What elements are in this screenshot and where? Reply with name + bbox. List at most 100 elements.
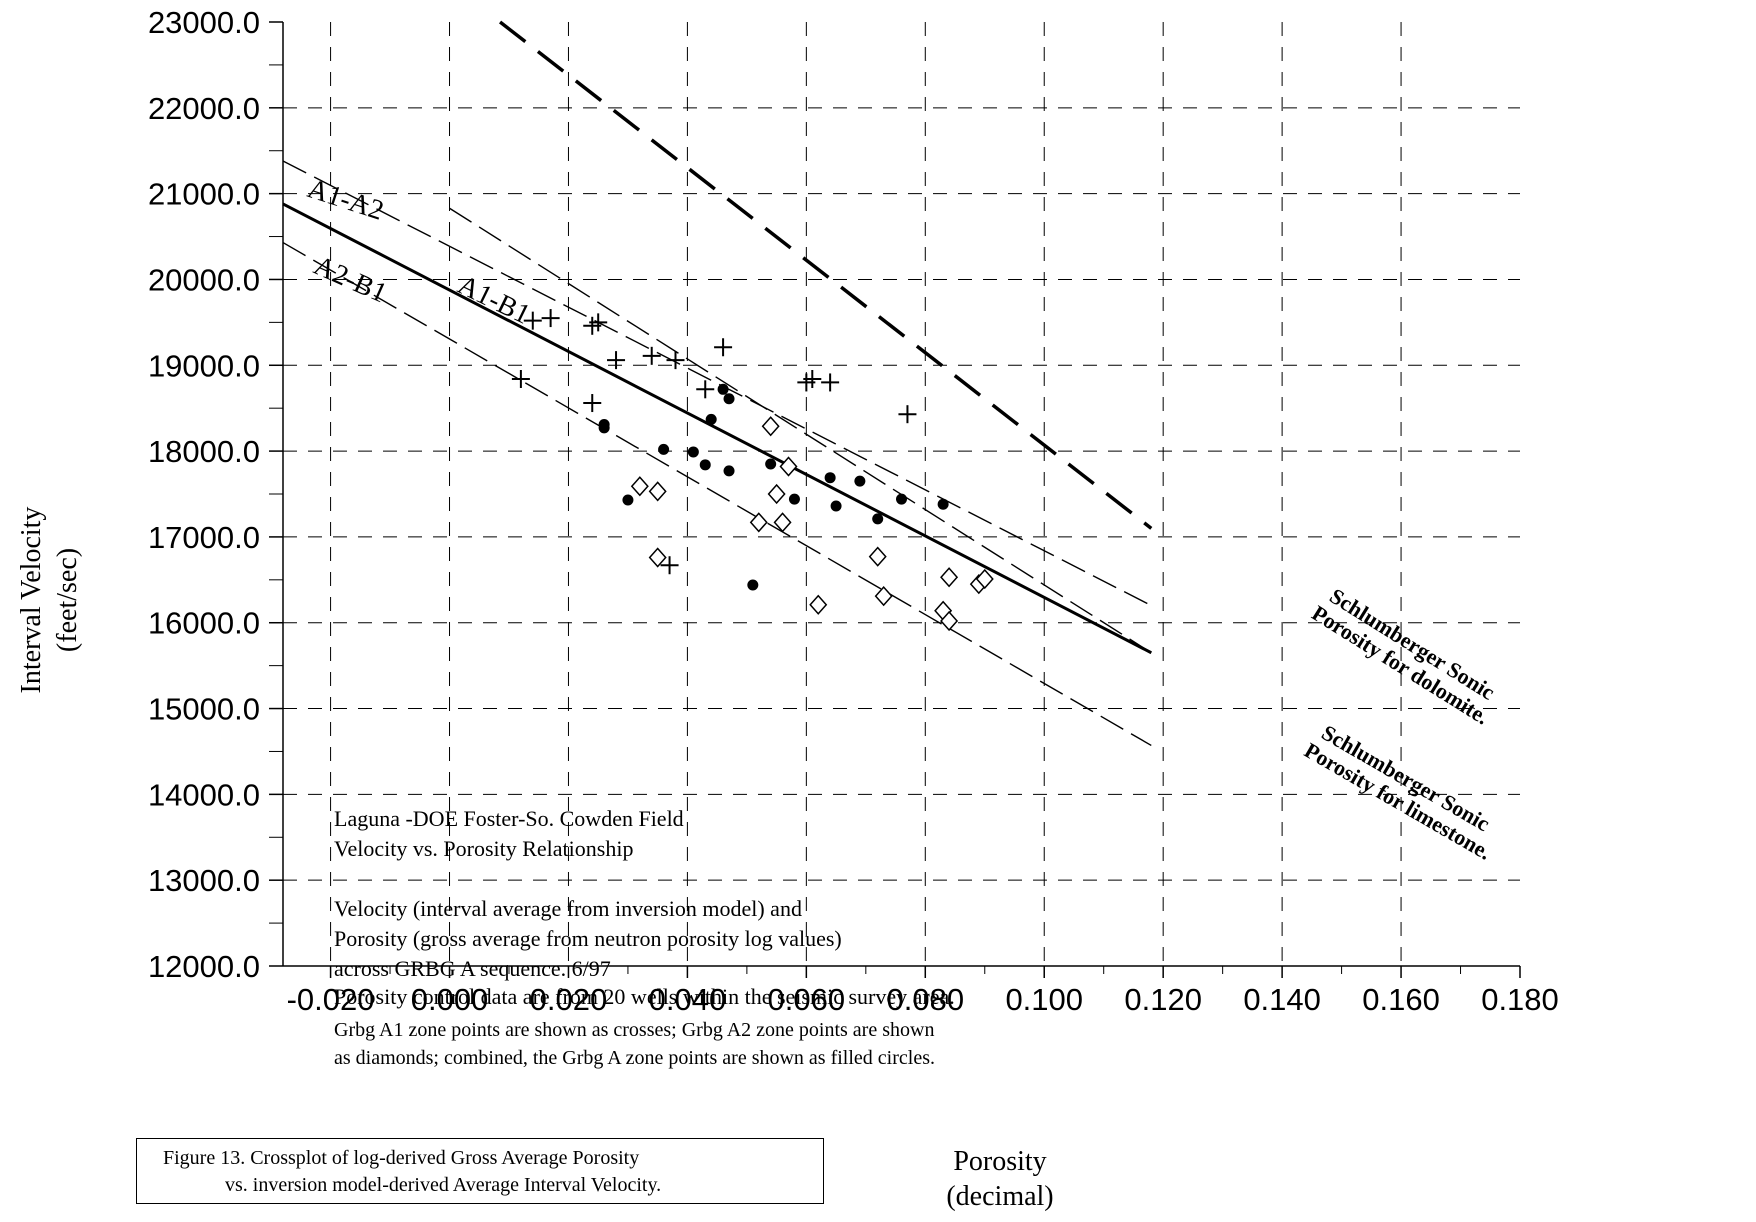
diamond-point-6 bbox=[773, 512, 792, 533]
y-axis-title: Interval Velocity (feet/sec) bbox=[16, 507, 83, 694]
filled-circle-point-16 bbox=[872, 513, 884, 525]
x-tick-labels: -0.020 0.000 0.020 0.040 0.060 0.080 0.100 0.12… bbox=[287, 982, 1559, 1017]
y-tick-label-8: 20000.0 bbox=[148, 262, 260, 297]
y-tick-label-2: 14000.0 bbox=[148, 777, 260, 812]
x-tick-label-4: 0.060 bbox=[768, 982, 846, 1017]
line-labels: A1-A2 A1-B1 A2-B1 Schlumberger SonicPoro… bbox=[304, 173, 1507, 865]
x-tick-label-1: 0.000 bbox=[411, 982, 489, 1017]
filled-circle-point-13 bbox=[824, 472, 836, 484]
x-axis-label-line1: Porosity bbox=[953, 1146, 1046, 1177]
diamond-point-13 bbox=[940, 567, 959, 588]
trend-line-1 bbox=[282, 202, 1152, 655]
cross-point-9 bbox=[660, 556, 679, 575]
x-tick-label-8: 0.140 bbox=[1243, 982, 1321, 1017]
y-axis-label-line2: (feet/sec) bbox=[52, 548, 83, 652]
filled-circle-point-10 bbox=[747, 579, 759, 591]
trend-line-0 bbox=[282, 160, 1152, 607]
cross-point-8 bbox=[666, 351, 685, 370]
note-line-2: Porosity (gross average from neutron por… bbox=[334, 926, 842, 951]
chart-subtitle: Velocity vs. Porosity Relationship bbox=[334, 836, 633, 861]
filled-circle-point-2 bbox=[622, 494, 634, 506]
cross-point-6 bbox=[607, 351, 626, 370]
diamond-point-1 bbox=[648, 481, 667, 502]
caption-line-1: Figure 13. Crossplot of log-derived Gros… bbox=[163, 1147, 640, 1169]
label-a1-a2: A1-A2 bbox=[304, 173, 388, 227]
chart-title: Laguna -DOE Foster-So. Cowden Field bbox=[334, 806, 684, 831]
cross-point-10 bbox=[696, 380, 715, 399]
grid-lines bbox=[283, 22, 1520, 966]
diamond-point-7 bbox=[779, 456, 798, 477]
cross-point-2 bbox=[541, 309, 560, 328]
cross-point-0 bbox=[511, 370, 530, 389]
cross-point-11 bbox=[714, 338, 733, 357]
y-tick-label-4: 16000.0 bbox=[148, 606, 260, 641]
x-axis-label-line2: (decimal) bbox=[946, 1181, 1053, 1212]
x-tick-label-10: 0.180 bbox=[1481, 982, 1559, 1017]
diamond-point-10 bbox=[874, 585, 893, 607]
y-tick-label-7: 19000.0 bbox=[148, 348, 260, 383]
diamond-point-4 bbox=[761, 416, 780, 437]
filled-circle-point-8 bbox=[723, 393, 735, 405]
y-tick-label-11: 23000.0 bbox=[148, 5, 260, 40]
y-tick-label-10: 22000.0 bbox=[148, 91, 260, 126]
diamond-point-5 bbox=[767, 483, 786, 505]
trend-line-3 bbox=[498, 20, 1153, 530]
x-tick-label-5: 0.080 bbox=[886, 982, 964, 1017]
figure-caption: Figure 13. Crossplot of log-derived Gros… bbox=[136, 1138, 824, 1204]
diamond-point-3 bbox=[749, 512, 768, 533]
y-tick-label-5: 17000.0 bbox=[148, 520, 260, 555]
filled-circle-point-14 bbox=[830, 500, 842, 512]
diamond-point-8 bbox=[809, 594, 828, 615]
x-tick-label-3: 0.040 bbox=[649, 982, 727, 1017]
label-limestone: Schlumberger SonicPorosity for limestone… bbox=[1300, 717, 1507, 865]
x-tick-label-9: 0.160 bbox=[1362, 982, 1440, 1017]
note-line-3: across GRBG A sequence. 6/97 bbox=[334, 956, 611, 981]
trend-lines bbox=[282, 20, 1153, 747]
filled-circle-point-9 bbox=[723, 465, 735, 477]
filled-circle-point-5 bbox=[699, 459, 711, 471]
cross-point-1 bbox=[523, 311, 542, 330]
filled-circle-point-12 bbox=[788, 493, 800, 505]
cross-point-15 bbox=[898, 405, 917, 424]
filled-circle-point-7 bbox=[717, 383, 729, 395]
cross-point-5 bbox=[583, 394, 602, 413]
filled-circle-point-18 bbox=[937, 498, 949, 510]
trend-line-2 bbox=[282, 241, 1152, 747]
filled-circle-point-11 bbox=[765, 458, 777, 470]
filled-circle-point-15 bbox=[854, 475, 866, 487]
x-tick-label-7: 0.120 bbox=[1124, 982, 1202, 1017]
note-line-4: Porosity control data are from 20 wells … bbox=[334, 984, 955, 1009]
label-a2-b1: A2-B1 bbox=[309, 250, 391, 309]
data-points bbox=[511, 309, 994, 632]
caption-line-2: vs. inversion model-derived Average Inte… bbox=[225, 1174, 662, 1196]
x-tick-label-0: -0.020 bbox=[287, 982, 375, 1017]
label-a1-b1: A1-B1 bbox=[453, 269, 535, 330]
diamond-point-15 bbox=[975, 568, 994, 590]
y-tick-label-1: 13000.0 bbox=[148, 863, 260, 898]
filled-circle-point-6 bbox=[705, 413, 717, 425]
x-tick-label-2: 0.020 bbox=[530, 982, 608, 1017]
cross-point-4 bbox=[589, 313, 608, 332]
x-axis-title: Porosity (decimal) bbox=[946, 1146, 1053, 1212]
cross-point-13 bbox=[803, 370, 822, 389]
axes bbox=[269, 21, 1521, 978]
x-tick-label-6: 0.100 bbox=[1005, 982, 1083, 1017]
note-line-5: Grbg A1 zone points are shown as crosses… bbox=[334, 1019, 934, 1041]
y-tick-label-3: 15000.0 bbox=[148, 692, 260, 727]
diamond-point-2 bbox=[648, 547, 667, 568]
filled-circle-point-17 bbox=[896, 493, 907, 505]
note-line-1: Velocity (interval average from inversio… bbox=[334, 896, 802, 921]
y-tick-label-9: 21000.0 bbox=[148, 177, 260, 212]
y-tick-label-6: 18000.0 bbox=[148, 434, 260, 469]
y-axis-label-line1: Interval Velocity bbox=[16, 507, 47, 694]
note-line-6: as diamonds; combined, the Grbg A zone p… bbox=[334, 1047, 935, 1069]
y-tick-label-0: 12000.0 bbox=[148, 949, 260, 984]
y-tick-labels: 12000.0 13000.0 14000.0 15000.0 16000.0 17000… bbox=[148, 5, 260, 984]
diamond-point-12 bbox=[940, 610, 959, 632]
cross-point-14 bbox=[821, 373, 840, 392]
filled-circle-point-4 bbox=[687, 446, 699, 458]
filled-circle-point-1 bbox=[598, 418, 610, 430]
diamond-point-0 bbox=[630, 476, 649, 497]
